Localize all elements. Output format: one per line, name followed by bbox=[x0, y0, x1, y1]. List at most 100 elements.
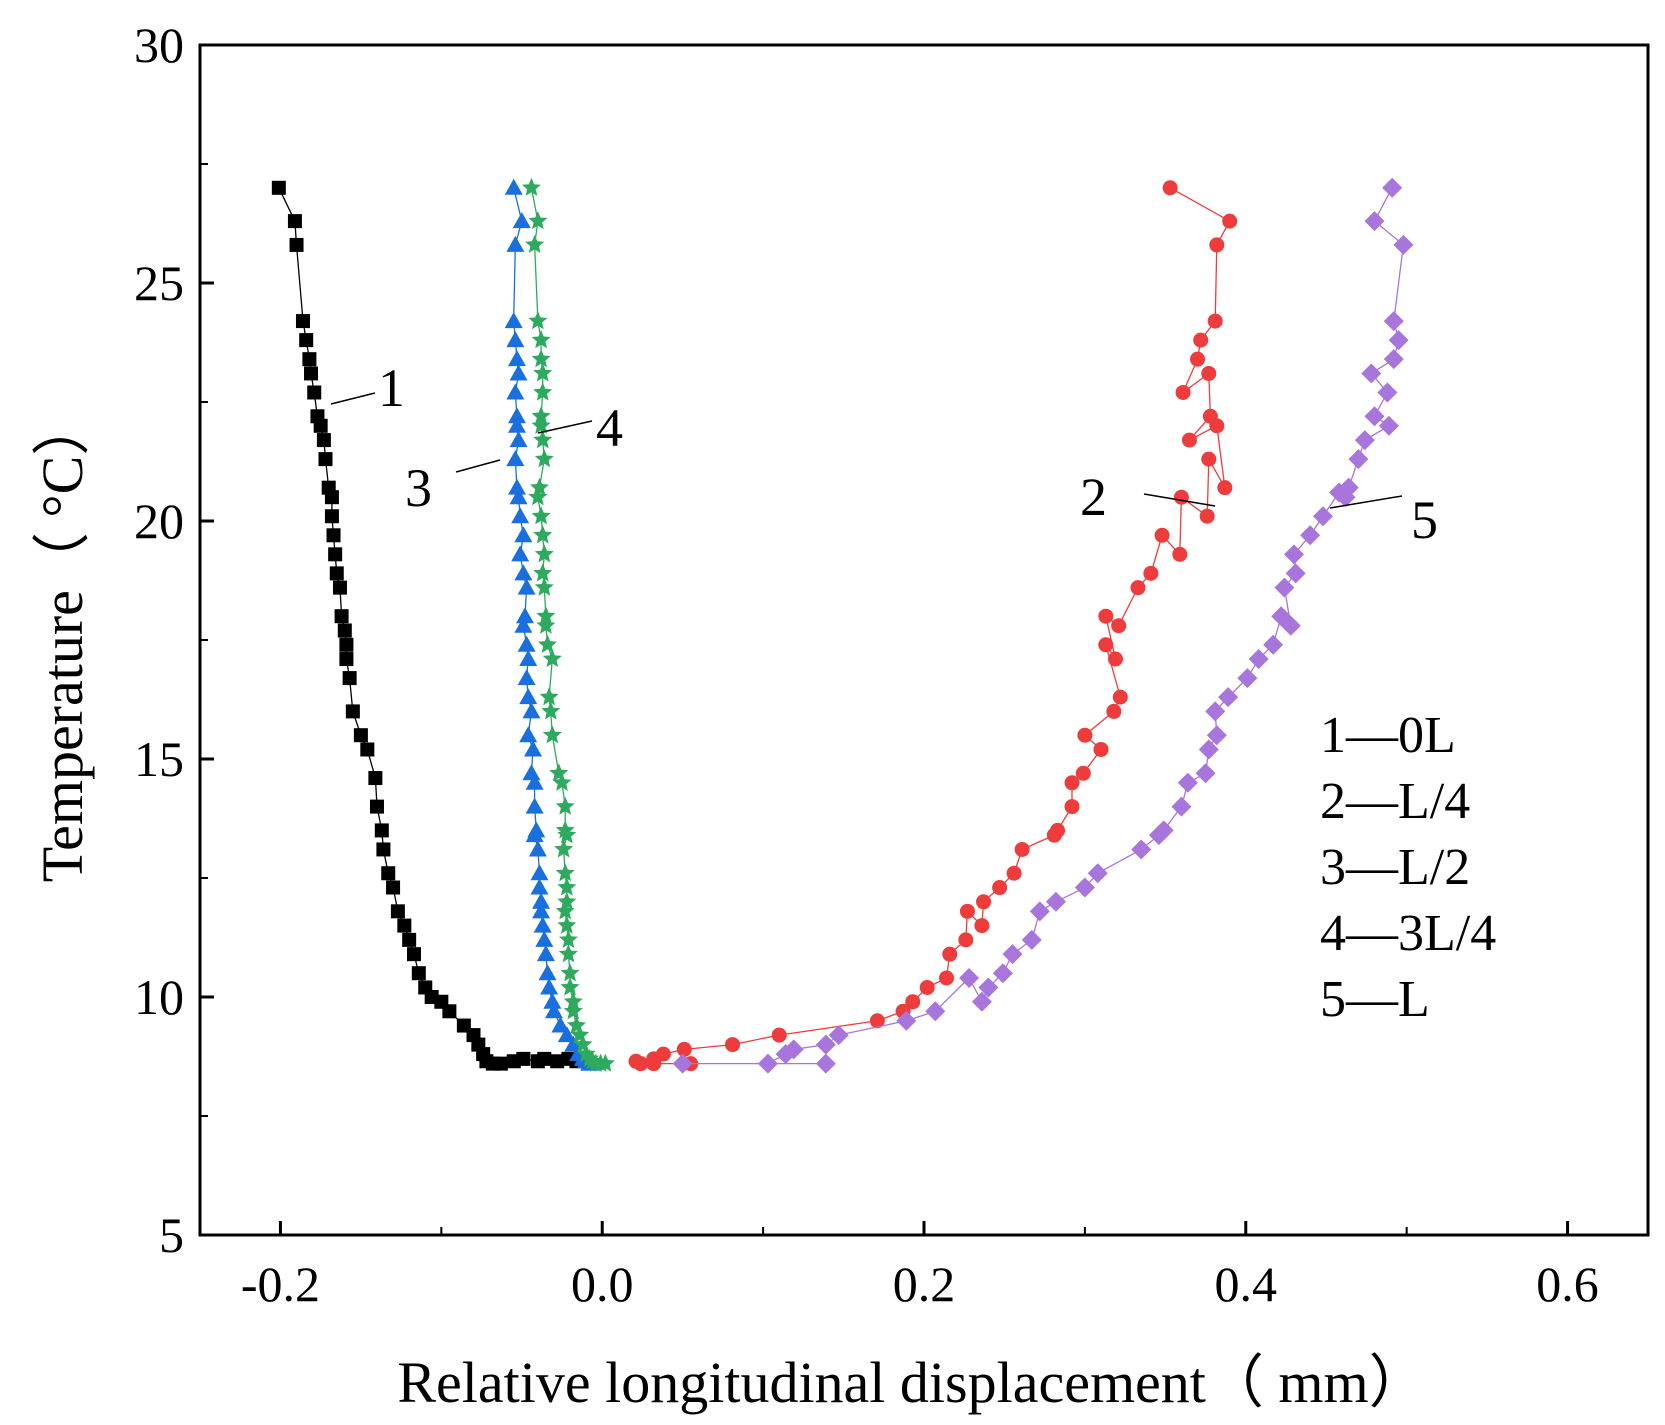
series-2-point bbox=[1093, 741, 1109, 757]
series-5-point bbox=[1285, 563, 1306, 584]
series-5-point bbox=[1087, 863, 1108, 884]
series-5-point bbox=[1377, 382, 1398, 403]
x-tick-label: 0.4 bbox=[1215, 1256, 1278, 1312]
series-2 bbox=[628, 180, 1238, 1072]
series-4-point bbox=[541, 701, 561, 720]
annotation-leader-line bbox=[330, 392, 376, 405]
series-2-line bbox=[633, 187, 1231, 1065]
series-5-point bbox=[1383, 311, 1404, 332]
series-5-point bbox=[1131, 839, 1152, 860]
series-2-point bbox=[676, 1041, 692, 1057]
series-1-point bbox=[550, 1054, 565, 1069]
series-1 bbox=[271, 180, 590, 1071]
series-3-point bbox=[525, 773, 544, 790]
annotation-leader-line bbox=[455, 459, 501, 473]
series-4-point bbox=[549, 763, 569, 782]
series-4-point bbox=[538, 634, 557, 653]
series-1-point bbox=[271, 180, 286, 195]
series-2-point bbox=[1207, 313, 1223, 329]
series-3-point bbox=[506, 331, 525, 348]
series-2-point bbox=[992, 880, 1008, 896]
series-2-point bbox=[905, 994, 921, 1010]
series-4-point bbox=[531, 330, 551, 349]
series-1-point bbox=[318, 452, 333, 467]
y-tick-label: 15 bbox=[134, 731, 184, 787]
series-5-point bbox=[828, 1025, 849, 1046]
series-4-point bbox=[555, 796, 575, 815]
series-3-point bbox=[544, 1002, 563, 1019]
series-2-point bbox=[942, 946, 958, 962]
series-2-point bbox=[1193, 332, 1209, 348]
series-5-point bbox=[1021, 929, 1042, 950]
series-3-point bbox=[506, 383, 525, 400]
series-2-point bbox=[1209, 237, 1225, 253]
series-3-point bbox=[507, 407, 526, 424]
series-3-point bbox=[530, 878, 549, 895]
series-5-point bbox=[1045, 891, 1066, 912]
series-2-point bbox=[1209, 418, 1225, 434]
series-5-point bbox=[1354, 430, 1375, 451]
series-5-point bbox=[1361, 363, 1382, 384]
series-1-point bbox=[299, 333, 314, 348]
series-4-point bbox=[534, 577, 554, 596]
series-5-point bbox=[757, 1053, 778, 1074]
series-3-point bbox=[535, 930, 554, 947]
series-3-point bbox=[511, 507, 530, 524]
series-5-point bbox=[1198, 739, 1219, 760]
series-5-point bbox=[959, 967, 980, 988]
series-2-point bbox=[1106, 703, 1122, 719]
annotation-label-2: 2 bbox=[1080, 467, 1107, 527]
series-5-point bbox=[1271, 606, 1292, 627]
series-5-point bbox=[672, 1053, 693, 1074]
series-1-point bbox=[342, 671, 357, 686]
series-1-point bbox=[402, 932, 417, 947]
series-2-point bbox=[974, 918, 990, 934]
series-4-point bbox=[530, 477, 549, 496]
series-2-point bbox=[1201, 451, 1217, 467]
series-2-point bbox=[1014, 841, 1030, 857]
series-4-point bbox=[557, 877, 577, 896]
series-5-point bbox=[1263, 634, 1284, 655]
series-3-point bbox=[519, 726, 538, 743]
plot-frame bbox=[198, 43, 1650, 1237]
series-1-point bbox=[376, 842, 391, 857]
series-2-point bbox=[1111, 618, 1127, 634]
series-2-point bbox=[1112, 689, 1128, 705]
series-5-point bbox=[1074, 877, 1095, 898]
series-2-point bbox=[939, 970, 955, 986]
series-4-point bbox=[533, 382, 553, 401]
series-2-point bbox=[646, 1056, 662, 1072]
series-3-point bbox=[517, 635, 536, 652]
series-3-point bbox=[522, 702, 541, 719]
series-3-point bbox=[524, 740, 543, 757]
series-5-point bbox=[971, 991, 992, 1012]
series-3-point bbox=[509, 364, 528, 381]
y-axis-title: Temperature（ °C） bbox=[30, 398, 95, 883]
series-4-point bbox=[542, 725, 562, 744]
y-axis-ticks: 5 10 15 20 25 30 bbox=[134, 17, 214, 1263]
series-2-point bbox=[1107, 651, 1123, 667]
series-2-point bbox=[1130, 580, 1146, 596]
series-1-point bbox=[313, 418, 328, 433]
series-4-point bbox=[531, 349, 551, 368]
series-1-point bbox=[442, 1004, 457, 1019]
series-3-point bbox=[509, 431, 528, 448]
annotation-leader-line bbox=[1329, 495, 1403, 509]
series-1-point bbox=[374, 823, 389, 838]
y-tick-label: 20 bbox=[134, 493, 184, 549]
series-2-point bbox=[1075, 765, 1091, 781]
x-tick-label: 0.2 bbox=[893, 1256, 956, 1312]
series-5-point bbox=[1002, 944, 1023, 965]
series-3 bbox=[504, 178, 602, 1071]
series-4-point bbox=[533, 430, 553, 449]
series-4-point bbox=[560, 977, 580, 996]
series-3-point bbox=[532, 902, 551, 919]
series-3-point bbox=[507, 416, 526, 433]
legend-entry: 1—0L bbox=[1320, 707, 1456, 764]
series-2-point bbox=[1006, 865, 1022, 881]
series-3-point bbox=[514, 616, 533, 633]
series-3-point bbox=[525, 826, 544, 843]
series-5-point bbox=[1378, 415, 1399, 436]
series-3-point bbox=[543, 992, 562, 1009]
series-4-point bbox=[558, 944, 578, 963]
